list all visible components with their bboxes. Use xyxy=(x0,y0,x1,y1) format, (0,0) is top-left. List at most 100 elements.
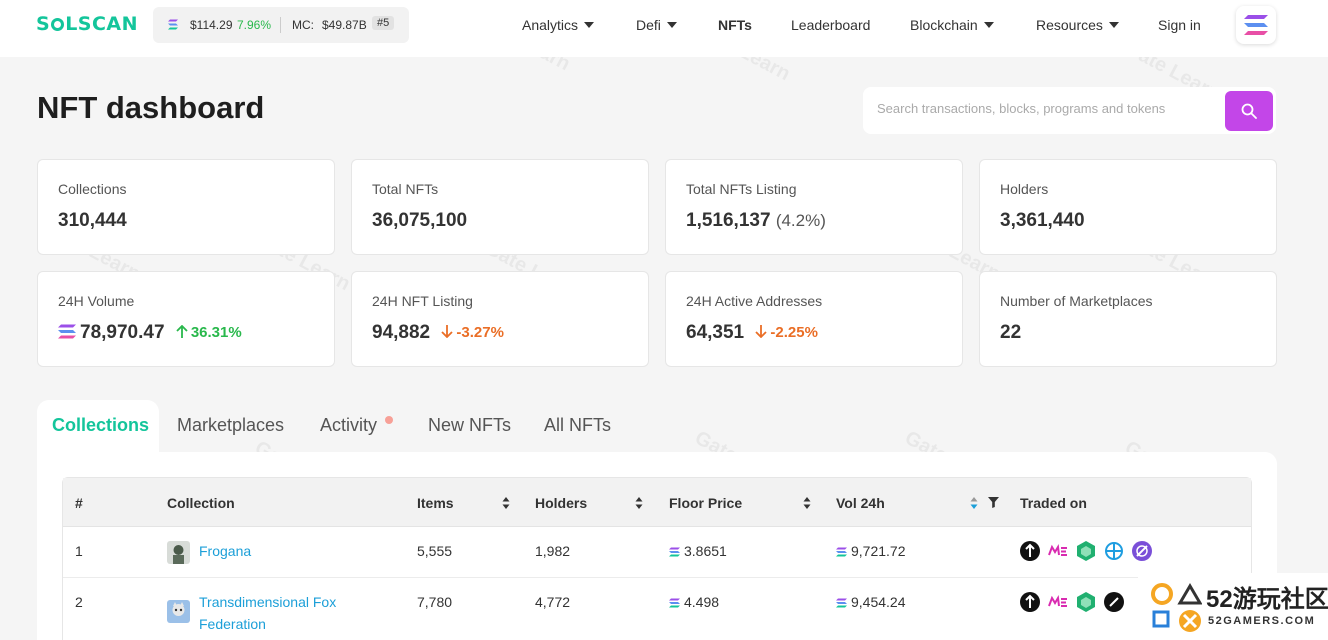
tab-activity[interactable]: Activity xyxy=(320,415,378,435)
row-holders: 4,772 xyxy=(535,594,571,610)
stat-value-wrap: 1,516,137 (4.2%) xyxy=(686,210,826,232)
tab-all-nfts[interactable]: All NFTs xyxy=(544,415,611,435)
arrow-down-icon xyxy=(441,325,454,339)
nav-analytics[interactable]: Analytics xyxy=(522,17,595,33)
solana-icon xyxy=(669,598,680,608)
collection-link[interactable]: Frogana xyxy=(199,543,252,559)
sort-icon[interactable] xyxy=(803,496,811,510)
caret-down-icon xyxy=(1108,22,1119,28)
stat-value: 3,361,440 xyxy=(1000,210,1085,231)
col-floor-price[interactable]: Floor Price xyxy=(669,495,743,511)
sol-price-widget[interactable]: $114.29 7.96% MC: $49.87B #5 xyxy=(153,7,409,43)
stat-sub-percent: (4.2%) xyxy=(775,211,826,230)
solana-icon xyxy=(836,598,847,608)
solanart-icon[interactable] xyxy=(1103,540,1125,562)
col-holders[interactable]: Holders xyxy=(535,495,588,511)
row-rank: 1 xyxy=(75,543,83,559)
stat-card-24h-active: 24H Active Addresses 64,351 -2.25% xyxy=(665,271,963,367)
stat-value: 78,970.47 xyxy=(80,322,165,343)
market-cap-value: $49.87B xyxy=(322,18,367,32)
col-items[interactable]: Items xyxy=(417,495,454,511)
stat-label: Holders xyxy=(1000,181,1049,197)
tab-collections[interactable]: Collections xyxy=(52,415,150,435)
solana-menu-button[interactable] xyxy=(1236,6,1276,44)
nav-leaderboard[interactable]: Leaderboard xyxy=(791,17,871,33)
tab-marketplaces[interactable]: Marketplaces xyxy=(177,415,285,435)
page-title: NFT dashboard xyxy=(37,90,265,125)
stat-value: 22 xyxy=(1000,322,1022,343)
col-collection: Collection xyxy=(167,495,235,511)
row-rank: 2 xyxy=(75,594,83,610)
activity-badge-dot xyxy=(385,416,393,424)
stat-card-total-listing: Total NFTs Listing 1,516,137 (4.2%) xyxy=(665,159,963,255)
search-input[interactable] xyxy=(877,101,1217,116)
sign-in-link[interactable]: Sign in xyxy=(1158,17,1201,33)
sort-icon[interactable] xyxy=(970,496,978,510)
stat-label: 24H Volume xyxy=(58,293,135,309)
stat-card-marketplaces: Number of Marketplaces 22 xyxy=(979,271,1277,367)
stat-card-collections: Collections 310,444 xyxy=(37,159,335,255)
stat-value: 36,075,100 xyxy=(372,210,468,231)
stat-label: Collections xyxy=(58,181,127,197)
magic-eden-icon[interactable] xyxy=(1047,540,1069,562)
exchange-art-icon[interactable] xyxy=(1103,591,1125,613)
stat-label: Number of Marketplaces xyxy=(1000,293,1153,309)
sol-price-change: 7.96% xyxy=(237,18,272,32)
search-button[interactable] xyxy=(1225,91,1273,131)
tab-new-nfts[interactable]: New NFTs xyxy=(428,415,512,435)
row-items: 7,780 xyxy=(417,594,453,610)
gamepad-symbols-icon xyxy=(1151,583,1202,632)
caret-down-icon xyxy=(983,22,994,28)
stat-card-total-nfts: Total NFTs 36,075,100 xyxy=(351,159,649,255)
stat-value: 94,882 xyxy=(372,322,431,343)
collection-link[interactable]: Transdimensional Fox xyxy=(199,594,337,610)
stat-value: 310,444 xyxy=(58,210,127,231)
col-rank: # xyxy=(75,495,83,511)
row-floor-price: 4.498 xyxy=(684,594,720,610)
nav-nfts[interactable]: NFTs xyxy=(718,17,752,33)
table-row[interactable]: 2 Transdimensional Fox Federation 7,780 … xyxy=(63,578,1251,640)
tensor-icon[interactable] xyxy=(1019,540,1041,562)
corner-brand-text: 52游玩社区 xyxy=(1206,586,1328,613)
collection-link-line2[interactable]: Federation xyxy=(199,616,266,632)
filter-icon[interactable] xyxy=(988,497,999,508)
stat-label: 24H NFT Listing xyxy=(372,293,473,309)
solana-icon xyxy=(168,19,178,30)
stat-label: Total NFTs Listing xyxy=(686,181,797,197)
stat-change: 36.31% xyxy=(176,324,242,341)
arrow-up-icon xyxy=(176,324,188,338)
row-vol-24h: 9,721.72 xyxy=(851,543,906,559)
nav-resources[interactable]: Resources xyxy=(1036,17,1119,33)
tensor-icon[interactable] xyxy=(1019,591,1041,613)
row-items: 5,555 xyxy=(417,543,453,559)
coral-cube-icon[interactable] xyxy=(1131,540,1153,562)
sol-price: $114.29 xyxy=(190,18,233,32)
stat-value-wrap: 94,882 -3.27% xyxy=(372,322,504,344)
nav-blockchain[interactable]: Blockchain xyxy=(910,17,994,33)
magic-eden-icon[interactable] xyxy=(1047,591,1069,613)
nav-defi[interactable]: Defi xyxy=(636,17,677,33)
hyperspace-icon[interactable] xyxy=(1075,591,1097,613)
caret-down-icon xyxy=(666,22,677,28)
market-cap-label: MC: xyxy=(292,18,314,32)
rank-badge: #5 xyxy=(372,16,395,30)
stat-label: Total NFTs xyxy=(372,181,439,197)
caret-down-icon xyxy=(584,22,595,28)
stat-value: 1,516,137 xyxy=(686,210,771,231)
sort-icon[interactable] xyxy=(635,496,643,510)
search-bar xyxy=(863,87,1276,134)
stat-card-24h-listing: 24H NFT Listing 94,882 -3.27% xyxy=(351,271,649,367)
stat-value: 64,351 xyxy=(686,322,745,343)
stat-card-holders: Holders 3,361,440 xyxy=(979,159,1277,255)
solscan-logo[interactable]: S LSCAN xyxy=(36,13,139,35)
table-row[interactable]: 1 Frogana 5,555 1,982 3.8651 9,721.72 xyxy=(63,527,1251,578)
active-tab-background xyxy=(37,400,159,456)
hyperspace-icon[interactable] xyxy=(1075,540,1097,562)
collection-avatar xyxy=(167,600,190,623)
col-vol-24h[interactable]: Vol 24h xyxy=(836,495,885,511)
sort-icon[interactable] xyxy=(502,496,510,510)
stat-change: -3.27% xyxy=(441,324,504,341)
stat-label: 24H Active Addresses xyxy=(686,293,823,309)
table-header: # Collection Items Holders Floor Price V… xyxy=(63,478,1251,527)
solana-icon xyxy=(669,547,680,557)
